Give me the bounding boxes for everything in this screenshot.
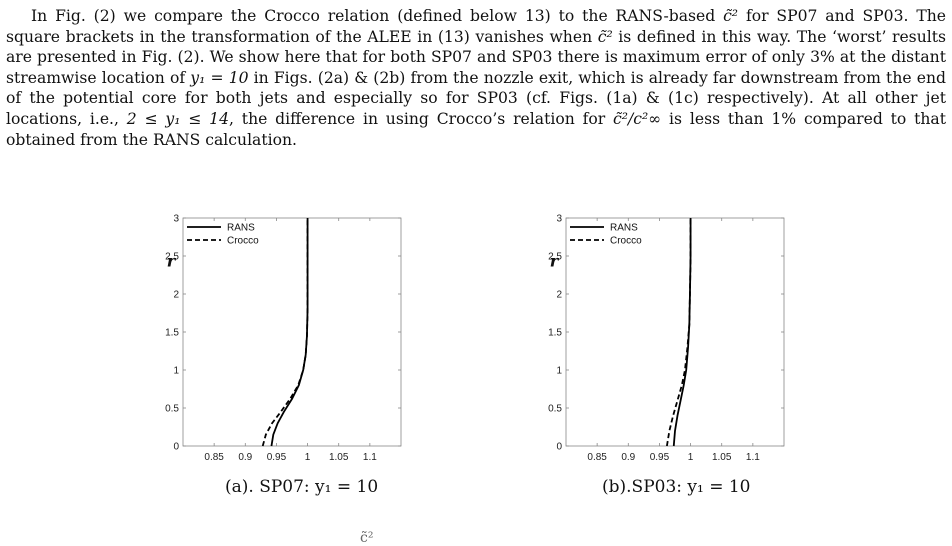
math-c2-2: c̃² xyxy=(597,27,613,46)
caption-a: (a). SP07: y₁ = 10 xyxy=(225,477,379,497)
b-legend-label-rans: RANS xyxy=(610,223,638,234)
b-legend-label-crocco: Crocco xyxy=(610,236,642,247)
b-ytick-label: 2 xyxy=(556,290,562,301)
a-legend-label-crocco: Crocco xyxy=(227,236,259,247)
b-xtick-label: 1 xyxy=(688,452,694,463)
a-series-crocco xyxy=(261,218,309,447)
a-xtick-label: 0.9 xyxy=(238,452,252,463)
b-xtick-label: 1.05 xyxy=(712,452,732,463)
b-ytick-label: 3 xyxy=(556,214,562,225)
chart-b: 0.85 0.9 0.95 1 1.05 1.1 0 0.5 1 1.5 2 2.5 3 r RANS Cro… xyxy=(548,214,785,463)
b-series-crocco xyxy=(666,218,692,447)
math-c2: c̃² xyxy=(723,7,739,25)
b-ytick-label: 1.5 xyxy=(548,328,562,339)
body-paragraph: In Fig. (2) we compare the Crocco relati… xyxy=(6,6,946,150)
a-plot-frame xyxy=(182,217,402,447)
figure-b: 0.85 0.9 0.95 1 1.05 1.1 0 0.5 1 1.5 2 2.5 3 r RANS Cro… xyxy=(533,210,793,470)
b-xtick-label: 0.85 xyxy=(587,452,607,463)
a-ytick-label: 1.5 xyxy=(165,328,179,339)
math-ratio: c̃²/c²∞ xyxy=(613,109,662,128)
math-range: 2 ≤ y₁ ≤ 14 xyxy=(126,109,230,128)
a-ytick-label: 2.5 xyxy=(165,252,179,263)
a-ytick-label: 0 xyxy=(173,442,179,453)
a-xtick-label: 0.95 xyxy=(267,452,287,463)
para-text-2: for SP07 and SP03. The square brackets i… xyxy=(6,7,947,46)
a-ytick-label: 3 xyxy=(173,214,179,225)
a-ylabel: r xyxy=(167,252,177,271)
para-text-5: , the difference in using Crocco’s relat… xyxy=(229,109,614,128)
para-text-1: In Fig. (2) we compare the Crocco relati… xyxy=(31,7,724,25)
b-xtick-label: 1.1 xyxy=(746,452,760,463)
caption-b: (b).SP03: y₁ = 10 xyxy=(602,477,751,497)
b-xtick-label: 0.95 xyxy=(650,452,670,463)
b-ytick-label: 0.5 xyxy=(548,404,562,415)
cut-off-formula: c̃² xyxy=(360,530,374,546)
a-xtick-label: 1.1 xyxy=(363,452,377,463)
figure-a: 0.85 0.9 0.95 1 1.05 1.1 0 0.5 1 1.5 2 2.5 3 r RANS Cro… xyxy=(150,210,410,470)
math-y1: y₁ = 10 xyxy=(190,68,249,87)
b-ytick-label: 0 xyxy=(556,442,562,453)
a-xtick-label: 1.05 xyxy=(329,452,349,463)
a-series-rans xyxy=(270,218,309,447)
para-text-3: is defined in this way. The ‘worst’ resu… xyxy=(6,27,946,87)
a-ytick-label: 1 xyxy=(173,366,179,377)
b-xtick-label: 0.9 xyxy=(621,452,635,463)
a-xtick-label: 1 xyxy=(305,452,311,463)
a-ytick-label: 2 xyxy=(173,290,179,301)
b-ytick-label: 2.5 xyxy=(548,252,562,263)
b-series-rans xyxy=(672,218,692,447)
b-ytick-label: 1 xyxy=(556,366,562,377)
para-text-4: in Figs. (2a) & (2b) from the nozzle exi… xyxy=(6,68,946,128)
chart-a: 0.85 0.9 0.95 1 1.05 1.1 0 0.5 1 1.5 2 2.5 3 r RANS Cro… xyxy=(165,214,402,463)
a-xtick-label: 0.85 xyxy=(204,452,224,463)
para-text-6: is less than 1% compared to that obtaine… xyxy=(6,109,946,149)
a-ytick-label: 0.5 xyxy=(165,404,179,415)
b-ylabel: r xyxy=(550,252,560,271)
a-legend-label-rans: RANS xyxy=(227,223,255,234)
